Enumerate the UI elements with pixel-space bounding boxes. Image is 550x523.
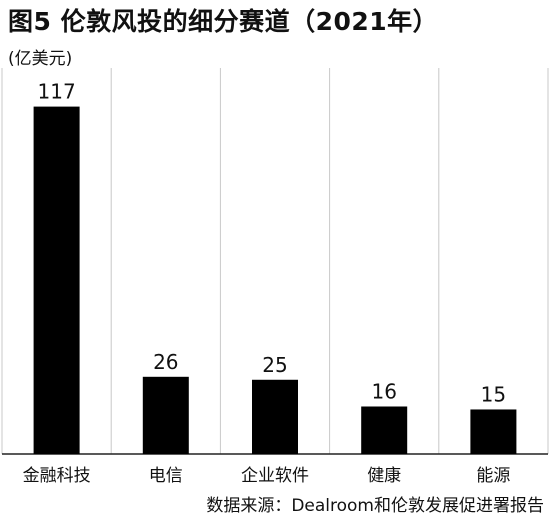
bar-2: [142, 376, 189, 454]
bar-3: [252, 379, 298, 454]
category-label: 企业软件: [241, 466, 309, 486]
bar-4: [361, 406, 408, 454]
category-label: 金融科技: [23, 466, 91, 486]
chart-title: 图5 伦敦风投的细分赛道（2021年）: [8, 7, 439, 36]
bar-5: [470, 409, 517, 454]
value-label: 25: [262, 353, 287, 377]
value-label: 15: [481, 382, 506, 406]
y-axis-unit: (亿美元): [8, 49, 73, 69]
category-label: 能源: [476, 466, 510, 486]
category-label: 电信: [149, 466, 183, 486]
bar-1: [33, 106, 80, 454]
value-label: 16: [371, 379, 396, 403]
category-label: 健康: [367, 466, 401, 486]
value-label: 26: [153, 350, 178, 374]
source-note: 数据来源：Dealroom和伦敦发展促进署报告: [206, 496, 544, 516]
value-label: 117: [38, 80, 76, 104]
